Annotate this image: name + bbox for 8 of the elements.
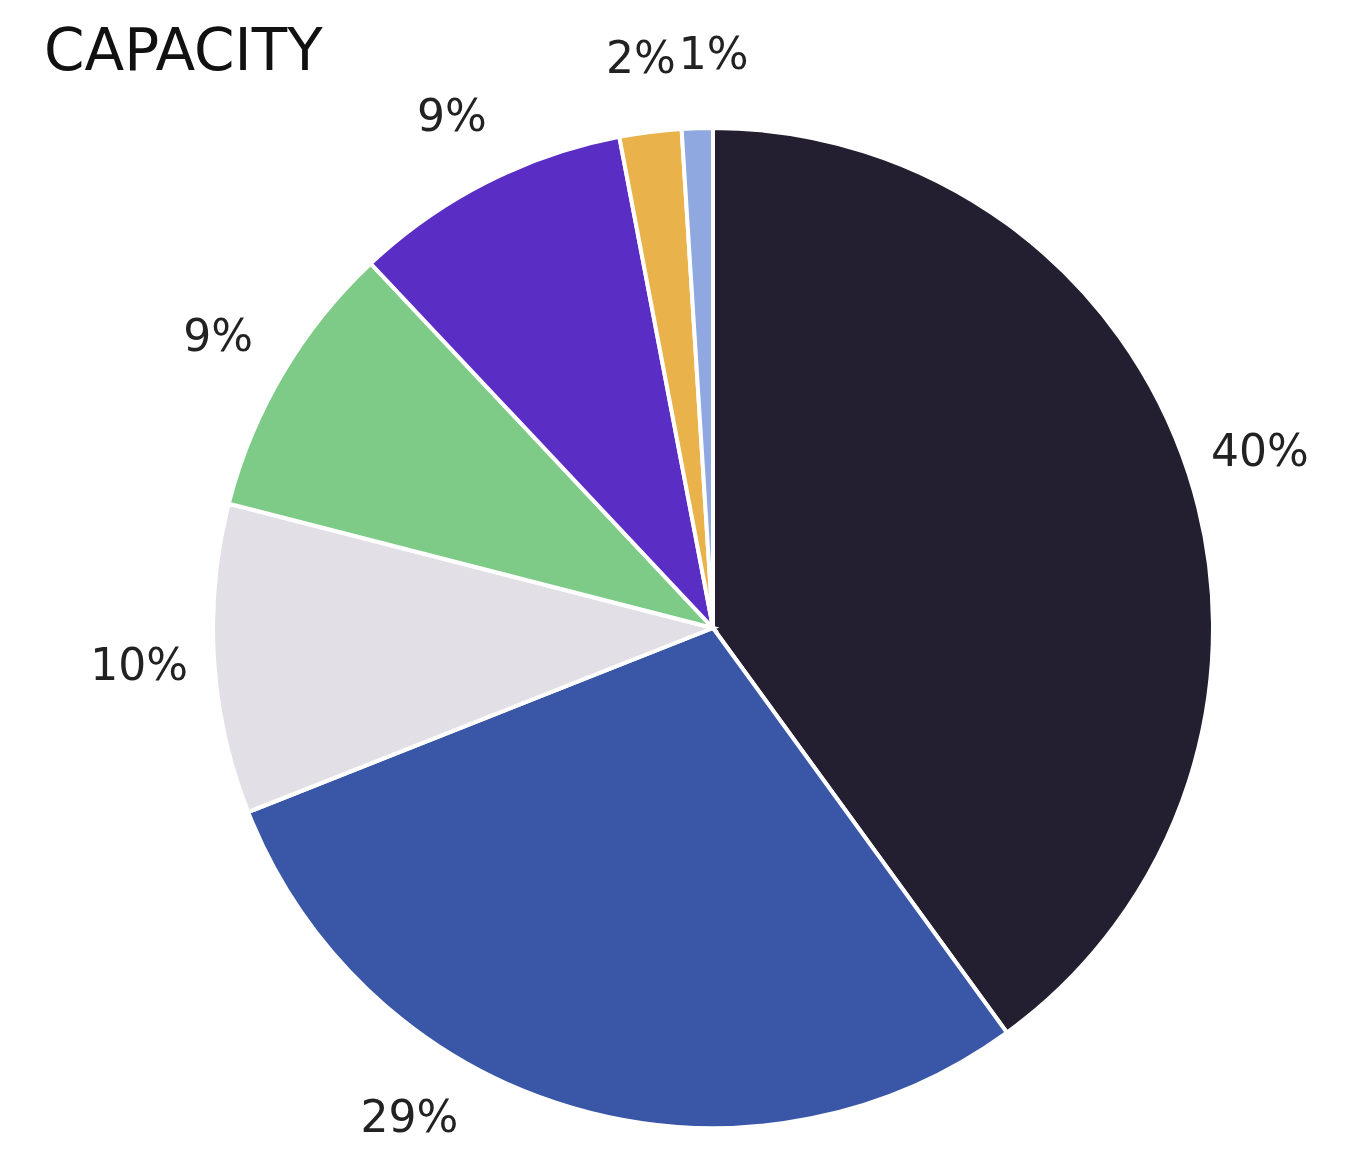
data-label: 2%: [606, 32, 676, 84]
data-label: 10%: [90, 638, 189, 690]
data-label: 9%: [417, 90, 487, 142]
data-label: 1%: [678, 27, 749, 79]
data-label: 40%: [1210, 424, 1309, 476]
data-label: 9%: [183, 309, 253, 361]
data-label: 29%: [360, 1090, 459, 1142]
chart-title: CAPACITY: [44, 16, 323, 84]
